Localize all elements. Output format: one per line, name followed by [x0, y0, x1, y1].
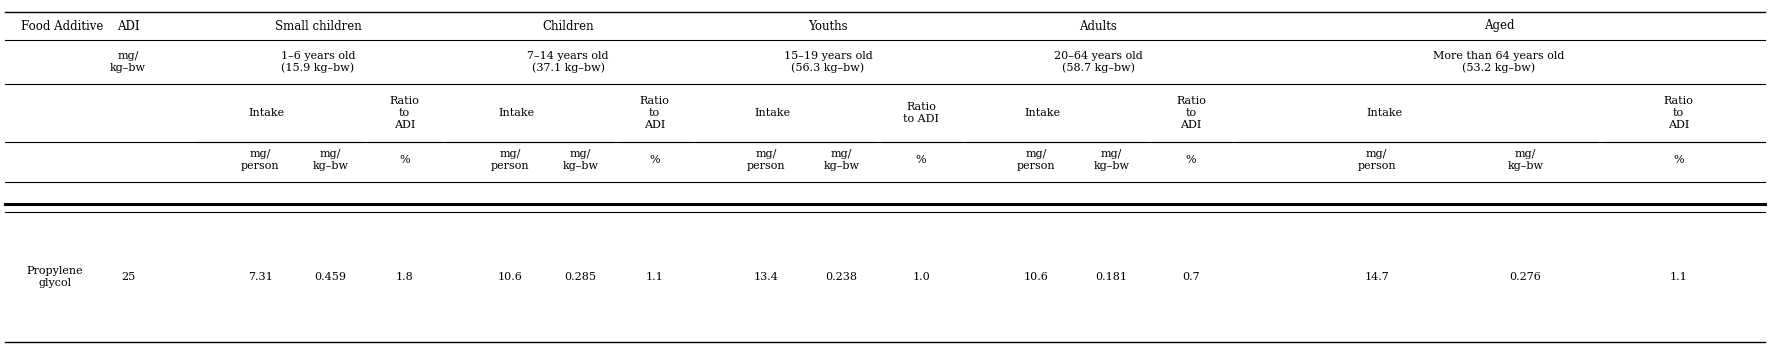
Text: mg/
kg–bw: mg/ kg–bw: [1508, 149, 1543, 171]
Text: mg/
kg–bw: mg/ kg–bw: [313, 149, 349, 171]
Text: mg/
person: mg/ person: [1358, 149, 1397, 171]
Text: 1.1: 1.1: [646, 272, 664, 282]
Text: mg/
kg–bw: mg/ kg–bw: [110, 51, 145, 73]
Text: mg/
kg–bw: mg/ kg–bw: [1094, 149, 1129, 171]
Text: 0.285: 0.285: [565, 272, 596, 282]
Text: 0.7: 0.7: [1182, 272, 1200, 282]
Text: 15–19 years old
(56.3 kg–bw): 15–19 years old (56.3 kg–bw): [784, 51, 873, 73]
Text: ADI: ADI: [117, 19, 140, 32]
Text: Intake: Intake: [1025, 108, 1060, 118]
Text: 1.0: 1.0: [912, 272, 929, 282]
Text: %: %: [400, 155, 411, 165]
Text: Ratio
to
ADI: Ratio to ADI: [1664, 96, 1694, 130]
Text: Ratio
to
ADI: Ratio to ADI: [639, 96, 669, 130]
Text: Ratio
to
ADI: Ratio to ADI: [1175, 96, 1205, 130]
Text: %: %: [915, 155, 926, 165]
Text: Children: Children: [542, 19, 593, 32]
Text: 14.7: 14.7: [1365, 272, 1389, 282]
Text: Propylene
glycol: Propylene glycol: [27, 266, 83, 288]
Text: Intake: Intake: [499, 108, 535, 118]
Text: mg/
person: mg/ person: [241, 149, 280, 171]
Text: 1.8: 1.8: [396, 272, 414, 282]
Text: More than 64 years old
(53.2 kg–bw): More than 64 years old (53.2 kg–bw): [1434, 51, 1565, 73]
Text: mg/
kg–bw: mg/ kg–bw: [563, 149, 598, 171]
Text: 20–64 years old
(58.7 kg–bw): 20–64 years old (58.7 kg–bw): [1053, 51, 1142, 73]
Text: Small children: Small children: [274, 19, 361, 32]
Text: 7–14 years old
(37.1 kg–bw): 7–14 years old (37.1 kg–bw): [527, 51, 609, 73]
Text: Intake: Intake: [250, 108, 285, 118]
Text: 0.181: 0.181: [1096, 272, 1127, 282]
Text: mg/
person: mg/ person: [492, 149, 529, 171]
Text: mg/
kg–bw: mg/ kg–bw: [823, 149, 860, 171]
Text: 25: 25: [120, 272, 135, 282]
Text: 1–6 years old
(15.9 kg–bw): 1–6 years old (15.9 kg–bw): [281, 51, 356, 73]
Text: 7.31: 7.31: [248, 272, 273, 282]
Text: 0.459: 0.459: [315, 272, 347, 282]
Text: %: %: [650, 155, 660, 165]
Text: Aged: Aged: [1483, 19, 1515, 32]
Text: Intake: Intake: [1366, 108, 1402, 118]
Text: %: %: [1673, 155, 1683, 165]
Text: mg/
person: mg/ person: [1016, 149, 1055, 171]
Text: Ratio
to
ADI: Ratio to ADI: [389, 96, 419, 130]
Text: %: %: [1186, 155, 1197, 165]
Text: 0.276: 0.276: [1510, 272, 1542, 282]
Text: 10.6: 10.6: [1023, 272, 1048, 282]
Text: 1.1: 1.1: [1669, 272, 1687, 282]
Text: 0.238: 0.238: [825, 272, 857, 282]
Text: Ratio
to ADI: Ratio to ADI: [903, 102, 940, 124]
Text: 13.4: 13.4: [754, 272, 779, 282]
Text: Intake: Intake: [754, 108, 791, 118]
Text: Adults: Adults: [1080, 19, 1117, 32]
Text: Youths: Youths: [809, 19, 848, 32]
Text: mg/
person: mg/ person: [747, 149, 786, 171]
Text: 10.6: 10.6: [497, 272, 522, 282]
Text: Food Additive: Food Additive: [21, 19, 103, 32]
